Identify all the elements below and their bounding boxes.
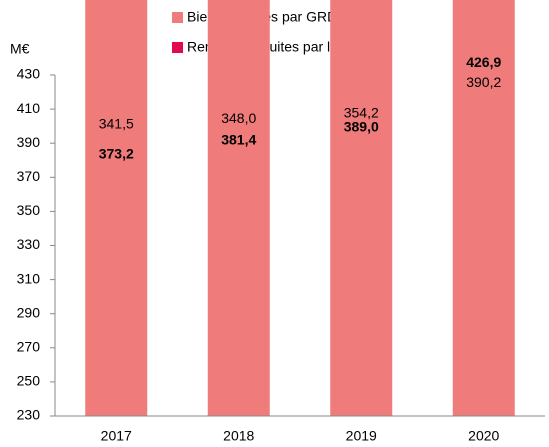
bar-segment	[330, 0, 393, 417]
y-tick-label: 310	[17, 270, 41, 286]
value-label: 348,0	[221, 110, 256, 126]
value-label: 354,2	[344, 105, 379, 121]
y-tick-label: 290	[17, 304, 41, 320]
total-label: 373,2	[99, 146, 134, 162]
x-tick-label: 2018	[223, 428, 254, 444]
y-axis-label: M€	[10, 41, 30, 57]
bar-segment	[452, 0, 515, 417]
y-tick-label: 330	[17, 236, 41, 252]
y-tick-label: 350	[17, 202, 41, 218]
x-tick-label: 2020	[468, 428, 499, 444]
legend-swatch	[172, 42, 183, 53]
x-tick-label: 2017	[101, 428, 132, 444]
bar-segment	[85, 0, 148, 416]
bar-segment	[207, 0, 270, 417]
y-tick-label: 390	[17, 134, 41, 150]
y-tick-label: 430	[17, 66, 41, 82]
total-label: 389,0	[344, 119, 379, 135]
value-label: 390,2	[466, 74, 501, 90]
y-tick-label: 250	[17, 373, 41, 389]
y-tick-label: 230	[17, 407, 41, 423]
value-label: 341,5	[99, 116, 134, 132]
legend-swatch	[172, 12, 183, 23]
y-tick-label: 410	[17, 100, 41, 116]
y-tick-label: 370	[17, 168, 41, 184]
total-label: 426,9	[466, 54, 501, 70]
total-label: 381,4	[221, 132, 256, 148]
y-tick-label: 270	[17, 339, 41, 355]
x-tick-label: 2019	[346, 428, 377, 444]
